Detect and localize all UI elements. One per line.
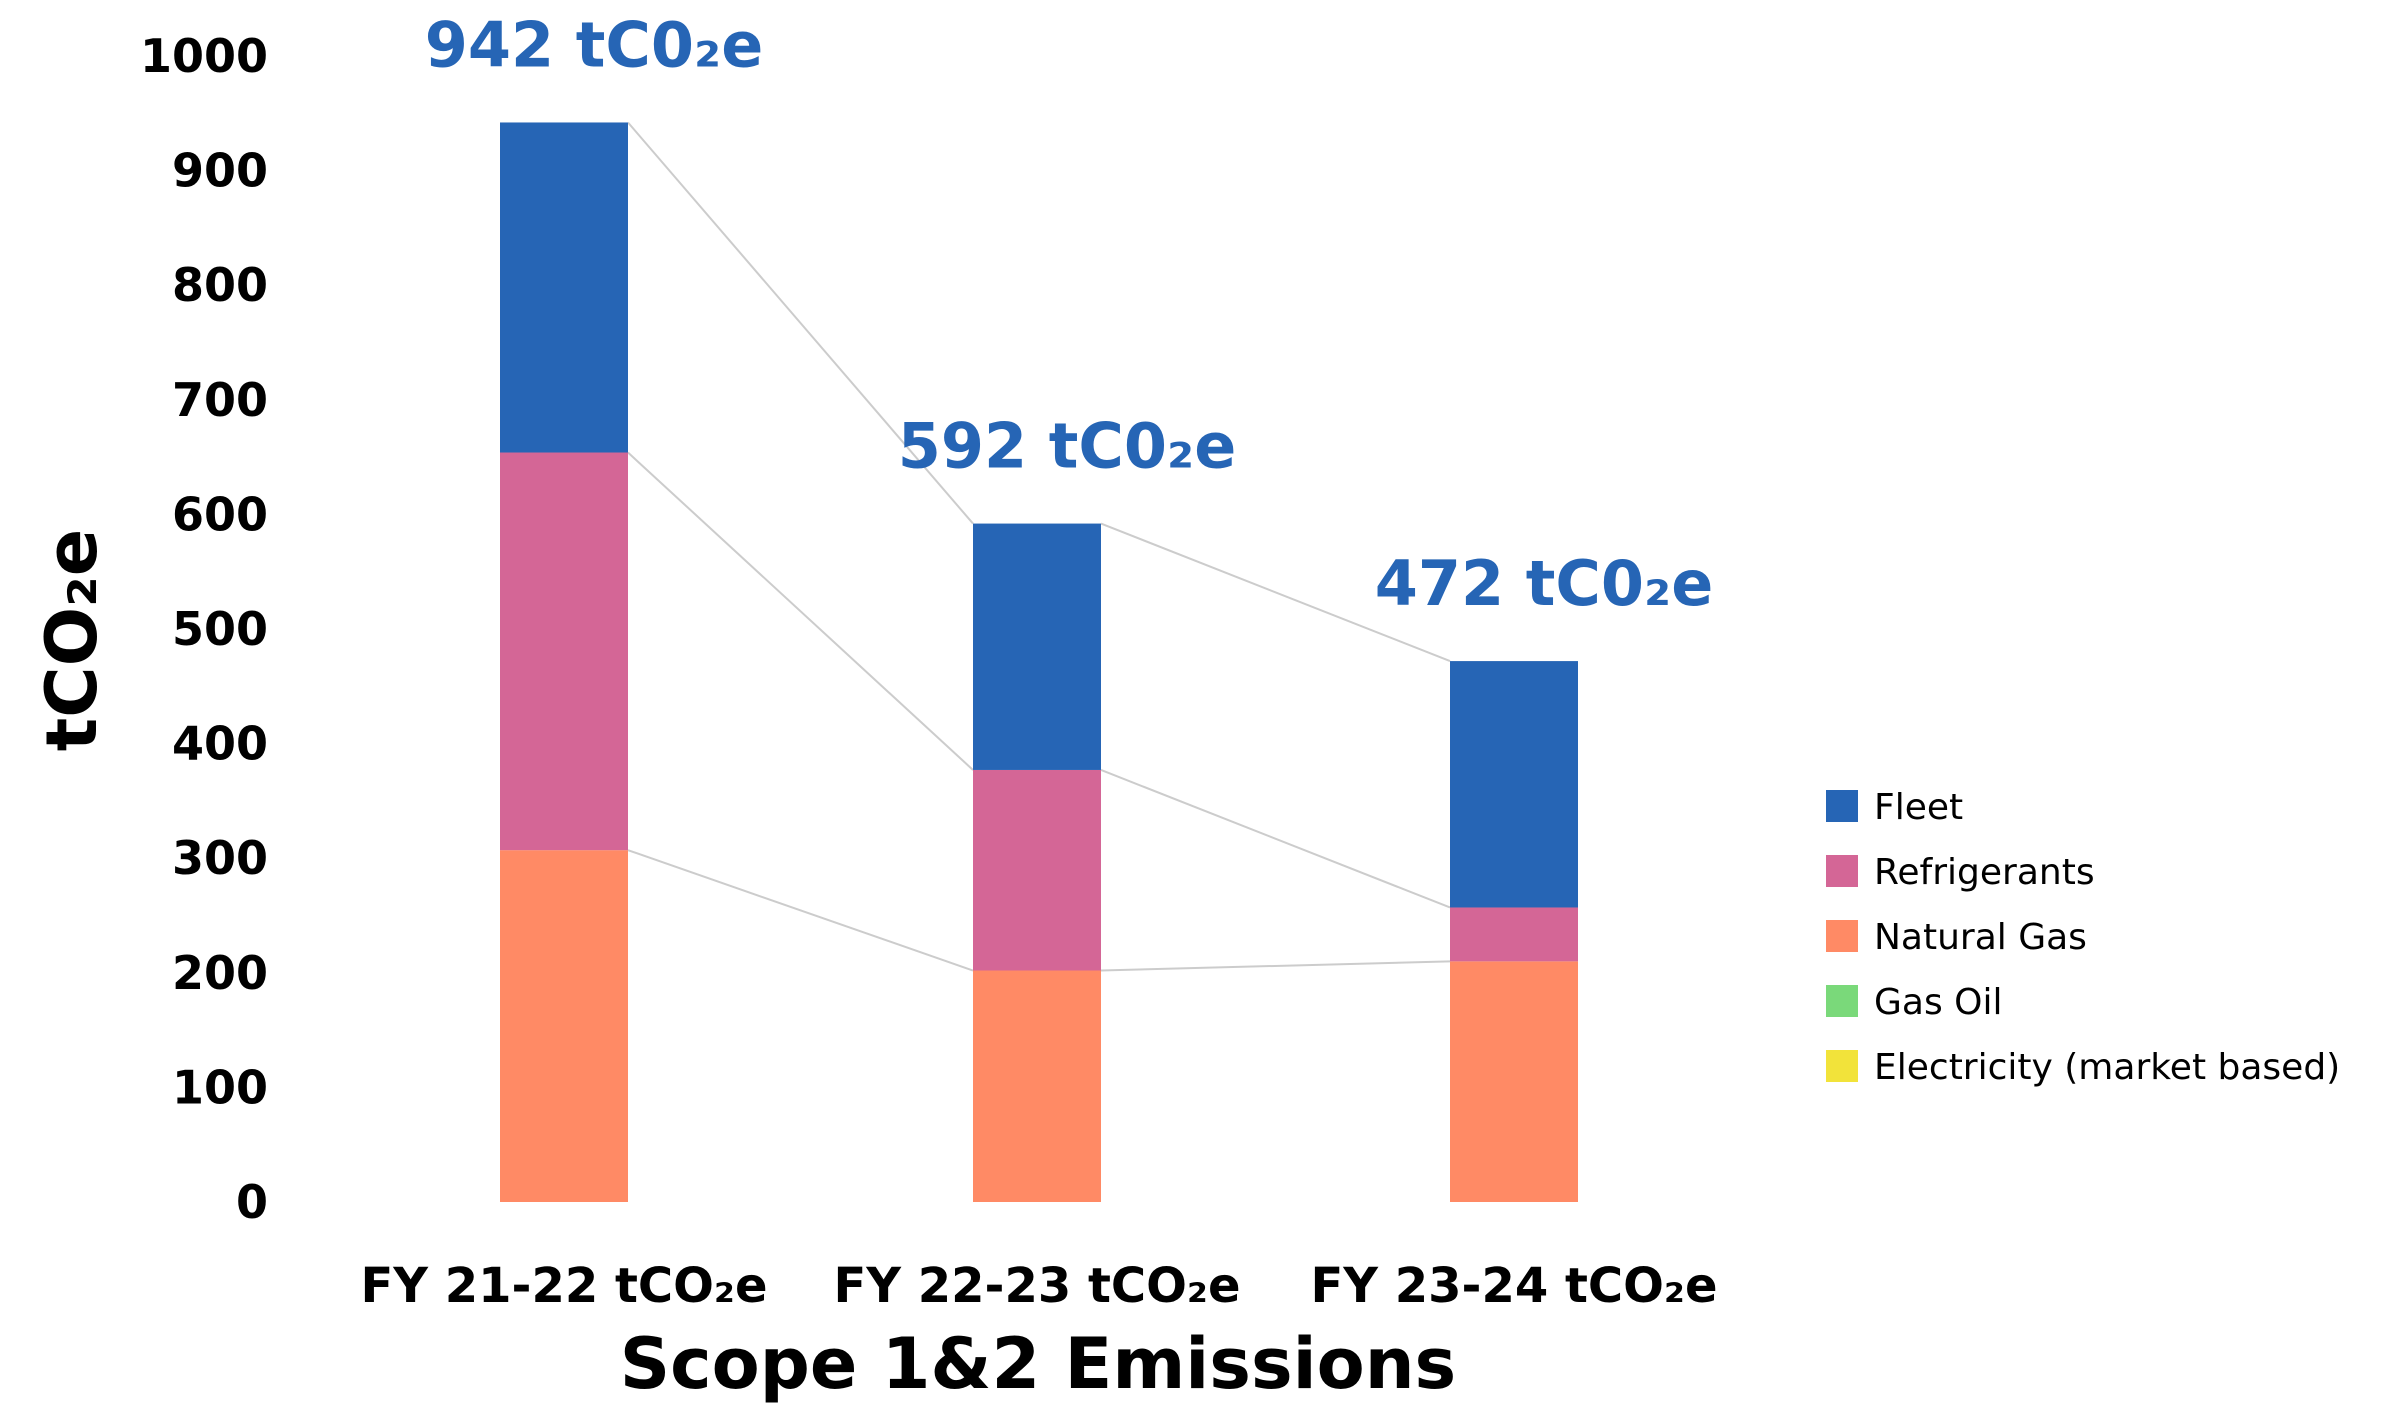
legend-swatch-natural-gas — [1826, 920, 1858, 952]
legend-swatch-electricity-market-based — [1826, 1050, 1858, 1082]
connector-line — [1100, 960, 1451, 972]
y-tick-label: 0 — [236, 1175, 268, 1229]
bar-segment-natural-gas — [500, 850, 628, 1202]
legend-label: Natural Gas — [1874, 917, 2087, 958]
legend-swatch-refrigerants — [1826, 855, 1858, 887]
y-tick-label: 700 — [172, 373, 268, 427]
connector-lines — [627, 121, 1451, 972]
legend-label: Fleet — [1874, 787, 1963, 828]
y-tick-label: 300 — [172, 831, 268, 885]
y-tick-label: 800 — [172, 258, 268, 312]
x-tick-label: FY 21-22 tCO₂e — [360, 1258, 767, 1314]
bar-segment-fleet — [500, 122, 628, 453]
bar-segment-refrigerants — [1450, 907, 1578, 962]
connector-line — [627, 121, 974, 525]
y-axis-title: tCO₂e — [31, 529, 113, 751]
bar-segment-refrigerants — [500, 452, 628, 851]
legend-swatch-fleet — [1826, 790, 1858, 822]
bar-segment-natural-gas — [973, 970, 1101, 1202]
legend-label: Gas Oil — [1874, 982, 2003, 1023]
bar-segment-fleet — [1450, 661, 1578, 908]
connector-line — [1100, 769, 1451, 909]
total-label: 592 tC0₂e — [898, 410, 1237, 483]
bar-segment-refrigerants — [973, 769, 1101, 971]
y-tick-label: 1000 — [140, 29, 268, 83]
bar-segment-natural-gas — [1450, 961, 1578, 1202]
connector-line — [627, 451, 974, 771]
y-tick-label: 200 — [172, 946, 268, 1000]
x-axis: FY 21-22 tCO₂e FY 22-23 tCO₂e FY 23-24 tCO… — [360, 1258, 1717, 1314]
y-tick-label: 600 — [172, 487, 268, 541]
connector-line — [627, 849, 974, 972]
y-tick-label: 500 — [172, 602, 268, 656]
bars — [500, 122, 1578, 1202]
connector-line — [1100, 522, 1451, 663]
legend-label: Refrigerants — [1874, 852, 2095, 893]
x-tick-label: FY 23-24 tCO₂e — [1310, 1258, 1717, 1314]
total-label: 472 tC0₂e — [1375, 547, 1714, 620]
y-tick-label: 100 — [172, 1060, 268, 1114]
legend: Fleet Refrigerants Natural Gas Gas Oil Elect… — [1826, 787, 2340, 1088]
legend-swatch-gas-oil — [1826, 985, 1858, 1017]
total-label: 942 tC0₂e — [425, 8, 764, 81]
y-tick-label: 400 — [172, 717, 268, 771]
y-axis: 0 100 200 300 400 500 600 700 800 900 1000 — [140, 29, 268, 1229]
x-axis-title: Scope 1&2 Emissions — [620, 1323, 1456, 1405]
bar-segment-fleet — [973, 523, 1101, 770]
legend-label: Electricity (market based) — [1874, 1047, 2340, 1088]
total-labels: 942 tC0₂e 592 tC0₂e 472 tC0₂e — [425, 8, 1714, 620]
x-tick-label: FY 22-23 tCO₂e — [833, 1258, 1240, 1314]
y-tick-label: 900 — [172, 144, 268, 198]
